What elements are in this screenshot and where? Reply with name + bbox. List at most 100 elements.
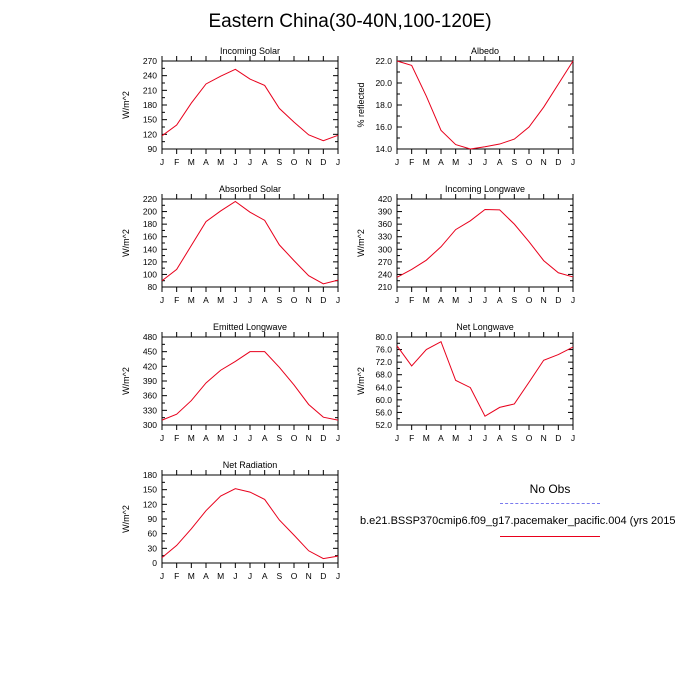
net-longwave-ytick-label: 68.0 <box>375 370 392 380</box>
incoming-solar-ytick-label: 210 <box>143 85 157 95</box>
absorbed-solar-ytick-label: 220 <box>143 194 157 204</box>
albedo-xtick-label: O <box>526 157 533 167</box>
emitted-longwave-ytick-label: 360 <box>143 391 157 401</box>
albedo-xtick-label: J <box>571 157 575 167</box>
net-longwave-xtick-label: M <box>423 433 430 443</box>
emitted-longwave-xtick-label: M <box>217 433 224 443</box>
incoming-longwave-xtick-label: A <box>438 295 444 305</box>
legend-model-label: b.e21.BSSP370cmip6.f09_g17.pacemaker_pac… <box>360 515 676 527</box>
incoming-longwave-xtick-label: M <box>452 295 459 305</box>
emitted-longwave-series-line <box>161 351 339 421</box>
net-longwave-xtick-label: M <box>452 433 459 443</box>
incoming-longwave-ytick-label: 360 <box>378 219 392 229</box>
albedo-series-line <box>396 60 574 150</box>
emitted-longwave-xtick-label: J <box>336 433 340 443</box>
incoming-solar-xtick-label: F <box>174 157 179 167</box>
incoming-longwave-series-line <box>396 208 574 278</box>
absorbed-solar-xtick-label: M <box>188 295 195 305</box>
absorbed-solar-ytick-label: 80 <box>148 282 158 292</box>
emitted-longwave-ytick-label: 480 <box>143 332 157 342</box>
albedo-title: Albedo <box>471 46 499 56</box>
net-radiation-xtick-label: O <box>291 571 298 581</box>
emitted-longwave-ytick-label: 390 <box>143 376 157 386</box>
net-radiation-xtick-label: S <box>276 571 282 581</box>
net-longwave-xtick-label: D <box>555 433 561 443</box>
albedo-ylabel: % reflected <box>356 82 366 127</box>
incoming-solar-ytick-label: 180 <box>143 100 157 110</box>
incoming-solar-series-line <box>161 68 339 142</box>
albedo-xtick-label: M <box>452 157 459 167</box>
legend-model-line <box>500 536 600 537</box>
net-radiation-xtick-label: A <box>262 571 268 581</box>
net-longwave-xtick-label: O <box>526 433 533 443</box>
net-radiation-xtick-label: N <box>306 571 312 581</box>
net-radiation-ylabel: W/m^2 <box>121 505 131 533</box>
net-longwave-ytick-label: 60.0 <box>375 395 392 405</box>
incoming-solar-xtick-label: O <box>291 157 298 167</box>
net-longwave-xtick-label: F <box>409 433 414 443</box>
incoming-longwave-ytick-label: 240 <box>378 269 392 279</box>
incoming-solar-ytick-label: 150 <box>143 115 157 125</box>
incoming-solar-xtick-label: D <box>320 157 326 167</box>
incoming-longwave-xtick-label: D <box>555 295 561 305</box>
net-radiation-ytick-label: 0 <box>152 558 157 568</box>
incoming-solar-xtick-label: J <box>248 157 252 167</box>
net-longwave-ytick-label: 56.0 <box>375 407 392 417</box>
absorbed-solar-ytick-label: 180 <box>143 219 157 229</box>
absorbed-solar-xtick-label: N <box>306 295 312 305</box>
albedo-ytick-label: 20.0 <box>375 78 392 88</box>
incoming-longwave-xtick-label: M <box>423 295 430 305</box>
net-longwave-xtick-label: J <box>571 433 575 443</box>
net-radiation-ytick-label: 180 <box>143 470 157 480</box>
incoming-longwave-ytick-label: 210 <box>378 282 392 292</box>
absorbed-solar-ylabel: W/m^2 <box>121 229 131 257</box>
legend-obs-line <box>500 503 600 504</box>
incoming-longwave-title: Incoming Longwave <box>445 184 525 194</box>
emitted-longwave-xtick-label: N <box>306 433 312 443</box>
incoming-solar-ytick-label: 90 <box>148 144 158 154</box>
incoming-solar-xtick-label: A <box>262 157 268 167</box>
net-radiation-xtick-label: D <box>320 571 326 581</box>
albedo-xtick-label: J <box>468 157 472 167</box>
net-longwave-series-line <box>396 341 574 417</box>
incoming-longwave-xtick-label: O <box>526 295 533 305</box>
absorbed-solar-xtick-label: A <box>203 295 209 305</box>
emitted-longwave-xtick-label: S <box>276 433 282 443</box>
net-radiation-xtick-label: M <box>217 571 224 581</box>
net-radiation-series-line <box>161 488 339 560</box>
absorbed-solar-series-line <box>161 200 339 285</box>
net-longwave-ytick-label: 76.0 <box>375 345 392 355</box>
absorbed-solar-ytick-label: 140 <box>143 244 157 254</box>
net-radiation-xtick-label: J <box>160 571 164 581</box>
incoming-solar-xtick-label: A <box>203 157 209 167</box>
incoming-solar-xtick-label: J <box>160 157 164 167</box>
absorbed-solar-xtick-label: A <box>262 295 268 305</box>
emitted-longwave-ytick-label: 330 <box>143 405 157 415</box>
net-longwave-ytick-label: 72.0 <box>375 357 392 367</box>
emitted-longwave-ylabel: W/m^2 <box>121 367 131 395</box>
incoming-solar-xtick-label: S <box>276 157 282 167</box>
net-radiation-ytick-label: 30 <box>148 543 158 553</box>
incoming-longwave-xtick-label: S <box>511 295 517 305</box>
incoming-solar-ylabel: W/m^2 <box>121 91 131 119</box>
emitted-longwave-xtick-label: J <box>160 433 164 443</box>
emitted-longwave-xtick-label: J <box>248 433 252 443</box>
albedo-ytick-label: 14.0 <box>375 144 392 154</box>
net-longwave-xtick-label: A <box>438 433 444 443</box>
absorbed-solar-xtick-label: J <box>336 295 340 305</box>
incoming-longwave-xtick-label: N <box>541 295 547 305</box>
albedo-xtick-label: N <box>541 157 547 167</box>
emitted-longwave-xtick-label: J <box>233 433 237 443</box>
albedo-xtick-label: A <box>438 157 444 167</box>
incoming-longwave-xtick-label: J <box>571 295 575 305</box>
incoming-longwave-ytick-label: 390 <box>378 207 392 217</box>
net-radiation-ytick-label: 90 <box>148 514 158 524</box>
net-radiation-ytick-label: 120 <box>143 499 157 509</box>
absorbed-solar-xtick-label: D <box>320 295 326 305</box>
